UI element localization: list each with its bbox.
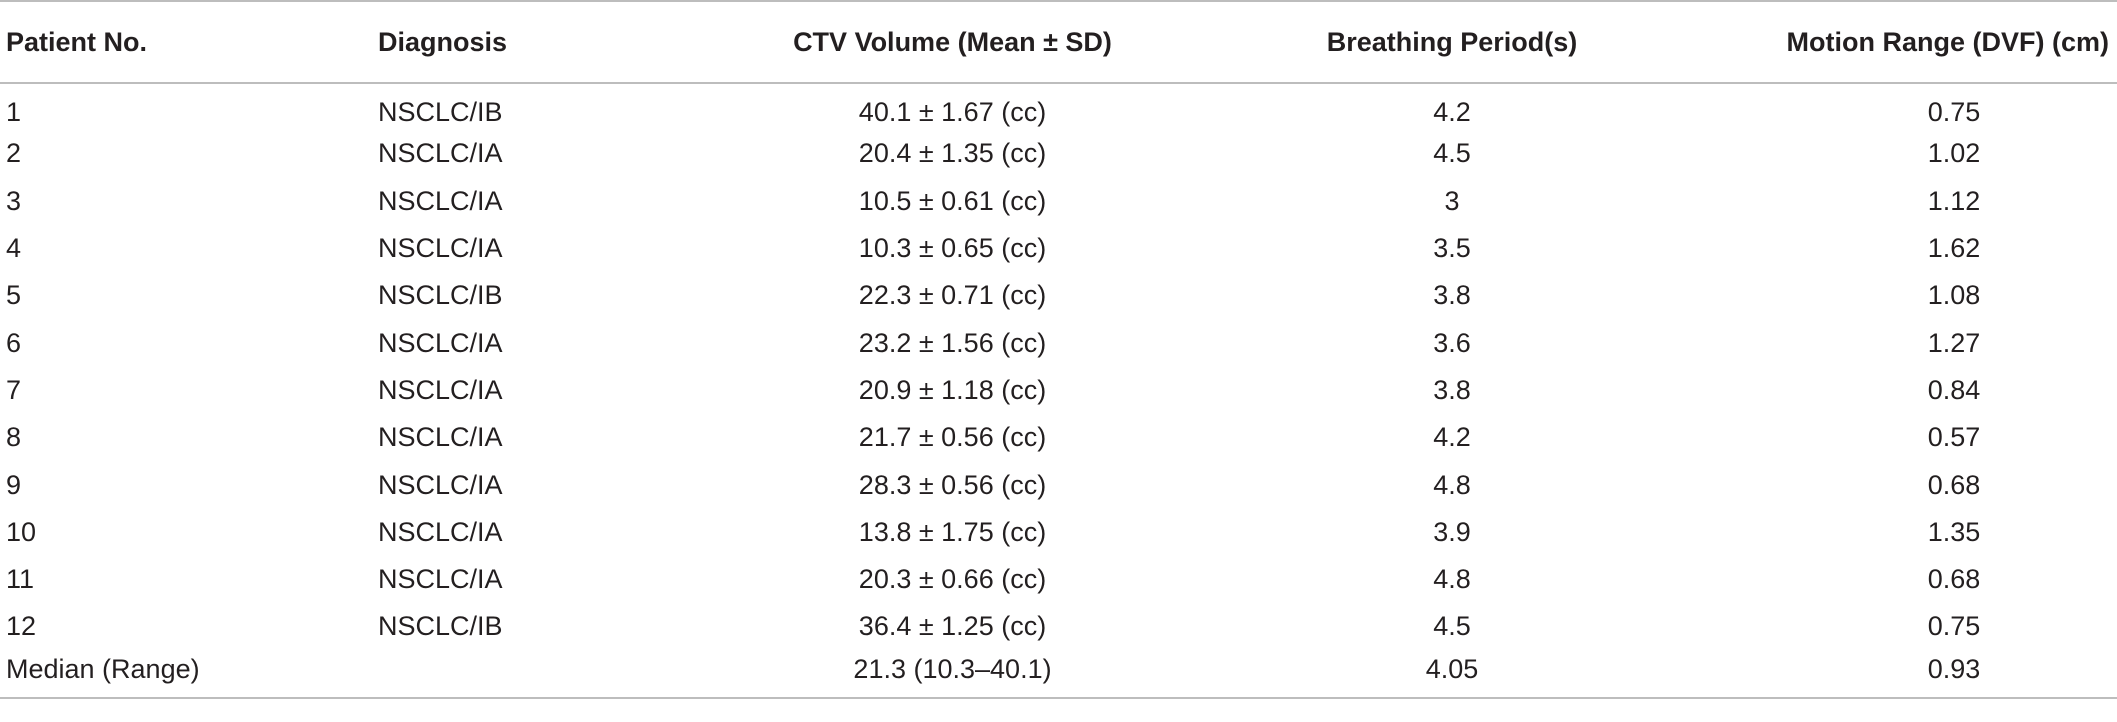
- table-row: 9 NSCLC/IA 28.3 ± 0.56 (cc) 4.8 0.68: [0, 461, 2117, 508]
- cell-breathing-period: 3.6: [1433, 327, 1471, 358]
- cell-patient-no: 1: [6, 96, 22, 127]
- cell-breathing-period: 3.8: [1433, 280, 1471, 311]
- cell-ctv-volume: 36.4 ± 1.25 (cc): [858, 611, 1047, 642]
- cell-motion-range: 1.08: [1927, 280, 1981, 311]
- cell-breathing-period: 3.9: [1433, 516, 1471, 547]
- table-row: 2 NSCLC/IA 20.4 ± 1.35 (cc) 4.5 1.02: [0, 130, 2117, 177]
- cell-breathing-period: 4.2: [1433, 422, 1471, 453]
- cell-ctv-volume: 28.3 ± 0.56 (cc): [858, 469, 1047, 500]
- cell-motion-range: 1.62: [1927, 233, 1981, 264]
- cell-diagnosis: NSCLC/IB: [378, 280, 503, 311]
- table-body: 1 NSCLC/IB 40.1 ± 1.67 (cc) 4.2 0.75 2 NSCLC/I…: [0, 83, 2117, 699]
- cell-patient-no: 12: [6, 611, 37, 642]
- cell-motion-range: 0.75: [1927, 96, 1981, 127]
- table-row: 11 NSCLC/IA 20.3 ± 0.66 (cc) 4.8 0.68: [0, 556, 2117, 603]
- cell-diagnosis: NSCLC/IB: [378, 96, 503, 127]
- cell-ctv-volume: 20.3 ± 0.66 (cc): [858, 564, 1047, 595]
- cell-patient-no: Median (Range): [0, 650, 372, 699]
- table-row: 6 NSCLC/IA 23.2 ± 1.56 (cc) 3.6 1.27: [0, 319, 2117, 366]
- table-row: 5 NSCLC/IB 22.3 ± 0.71 (cc) 3.8 1.08: [0, 272, 2117, 319]
- table-row: 10 NSCLC/IA 13.8 ± 1.75 (cc) 3.9 1.35: [0, 509, 2117, 556]
- cell-motion-range: 1.35: [1927, 516, 1981, 547]
- cell-ctv-volume: 13.8 ± 1.75 (cc): [858, 516, 1047, 547]
- cell-diagnosis: NSCLC/IA: [378, 374, 503, 405]
- cell-breathing-period: 4.8: [1433, 469, 1471, 500]
- cell-diagnosis: NSCLC/IA: [378, 422, 503, 453]
- cell-motion-range: 1.12: [1927, 185, 1981, 216]
- cell-ctv-volume: 21.7 ± 0.56 (cc): [858, 422, 1047, 453]
- cell-breathing-period: 4.05: [1227, 650, 1671, 699]
- table-row: 3 NSCLC/IA 10.5 ± 0.61 (cc) 3 1.12: [0, 178, 2117, 225]
- table-row: 4 NSCLC/IA 10.3 ± 0.65 (cc) 3.5 1.62: [0, 225, 2117, 272]
- cell-motion-range: 0.57: [1927, 422, 1981, 453]
- cell-motion-range: 1.02: [1927, 138, 1981, 169]
- cell-diagnosis: NSCLC/IA: [378, 469, 503, 500]
- cell-diagnosis: NSCLC/IA: [378, 516, 503, 547]
- cell-diagnosis: NSCLC/IB: [378, 611, 503, 642]
- header-motion-range: Motion Range (DVF) (cm): [1671, 0, 2117, 84]
- cell-breathing-period: 3: [1444, 185, 1460, 216]
- cell-motion-range: 1.27: [1927, 327, 1981, 358]
- table-row: 12 NSCLC/IB 36.4 ± 1.25 (cc) 4.5 0.75: [0, 603, 2117, 650]
- header-breathing-period: Breathing Period(s): [1227, 0, 1671, 84]
- cell-breathing-period: 4.8: [1433, 564, 1471, 595]
- table-row: 1 NSCLC/IB 40.1 ± 1.67 (cc) 4.2 0.75: [0, 83, 2117, 130]
- cell-patient-no: 2: [6, 138, 22, 169]
- cell-diagnosis: NSCLC/IA: [378, 233, 503, 264]
- cell-breathing-period: 3.5: [1433, 233, 1471, 264]
- table-header-row: Patient No. Diagnosis CTV Volume (Mean ±…: [0, 0, 2117, 84]
- cell-ctv-volume: 22.3 ± 0.71 (cc): [858, 280, 1047, 311]
- cell-patient-no: 9: [6, 469, 22, 500]
- cell-patient-no: 4: [6, 233, 22, 264]
- cell-patient-no: 5: [6, 280, 22, 311]
- table-row: 7 NSCLC/IA 20.9 ± 1.18 (cc) 3.8 0.84: [0, 367, 2117, 414]
- cell-breathing-period: 4.5: [1433, 138, 1471, 169]
- cell-motion-range: 0.75: [1927, 611, 1981, 642]
- header-patient-no: Patient No.: [0, 0, 372, 84]
- cell-diagnosis: [372, 650, 672, 699]
- table-row: Median (Range) 21.3 (10.3–40.1) 4.05 0.93: [0, 650, 2117, 699]
- cell-patient-no: 8: [6, 422, 22, 453]
- table-row: 8 NSCLC/IA 21.7 ± 0.56 (cc) 4.2 0.57: [0, 414, 2117, 461]
- cell-breathing-period: 4.2: [1433, 96, 1471, 127]
- cell-patient-no: 11: [6, 564, 35, 595]
- cell-diagnosis: NSCLC/IA: [378, 138, 503, 169]
- cell-ctv-volume: 40.1 ± 1.67 (cc): [858, 96, 1047, 127]
- cell-ctv-volume: 21.3 (10.3–40.1): [672, 650, 1227, 699]
- cell-motion-range: 0.84: [1927, 374, 1981, 405]
- cell-ctv-volume: 20.4 ± 1.35 (cc): [858, 138, 1047, 169]
- cell-ctv-volume: 10.3 ± 0.65 (cc): [858, 233, 1047, 264]
- cell-breathing-period: 4.5: [1433, 611, 1471, 642]
- cell-patient-no: 7: [6, 374, 22, 405]
- cell-motion-range: 0.68: [1927, 564, 1981, 595]
- cell-patient-no: 10: [6, 516, 37, 547]
- cell-diagnosis: NSCLC/IA: [378, 327, 503, 358]
- cell-breathing-period: 3.8: [1433, 374, 1471, 405]
- cell-motion-range: 0.93: [1671, 650, 2117, 699]
- cell-patient-no: 6: [6, 327, 22, 358]
- cell-ctv-volume: 20.9 ± 1.18 (cc): [858, 374, 1047, 405]
- patient-characteristics-table: Patient No. Diagnosis CTV Volume (Mean ±…: [0, 0, 2117, 699]
- cell-ctv-volume: 23.2 ± 1.56 (cc): [858, 327, 1047, 358]
- cell-ctv-volume: 10.5 ± 0.61 (cc): [858, 185, 1047, 216]
- cell-patient-no: 3: [6, 185, 22, 216]
- header-ctv-volume: CTV Volume (Mean ± SD): [672, 0, 1227, 84]
- cell-diagnosis: NSCLC/IA: [378, 185, 503, 216]
- cell-motion-range: 0.68: [1927, 469, 1981, 500]
- header-diagnosis: Diagnosis: [372, 0, 672, 84]
- cell-diagnosis: NSCLC/IA: [378, 564, 503, 595]
